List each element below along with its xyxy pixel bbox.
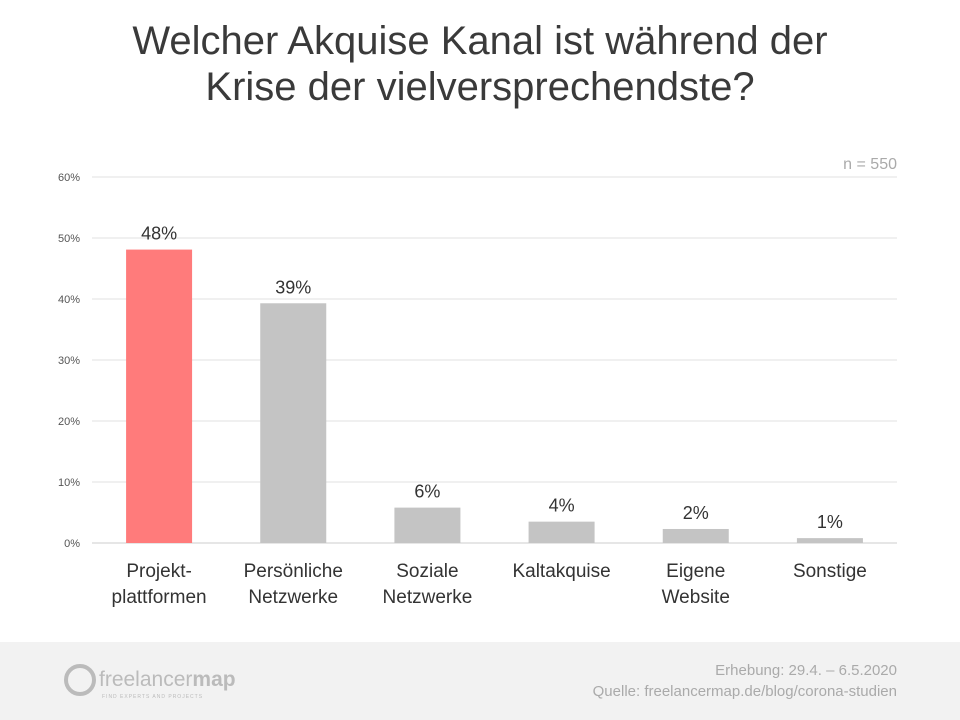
x-tick-label: Kaltakquise — [512, 561, 610, 582]
logo-globe-icon — [64, 664, 96, 696]
title-line-2: Krise der vielversprechendste? — [205, 65, 755, 109]
title-line-1: Welcher Akquise Kanal ist während der — [132, 19, 828, 63]
data-label: 1% — [817, 512, 843, 532]
data-label: 48% — [141, 224, 177, 244]
bar — [260, 303, 327, 543]
y-tick-label: 20% — [58, 416, 80, 428]
data-label: 2% — [683, 503, 709, 523]
source-note: Quelle: freelancermap.de/blog/corona-stu… — [592, 683, 897, 700]
bar-chart: 0% 10% 20% 30% 40% 50% 60% 48% Projekt-plattform… — [58, 172, 897, 608]
logo-tagline: FIND EXPERTS AND PROJECTS — [102, 694, 204, 700]
x-tick-label: Website — [662, 587, 730, 608]
bar — [394, 507, 461, 543]
bar — [126, 249, 193, 543]
x-tick-label: Soziale — [396, 561, 458, 582]
y-tick-label: 40% — [58, 294, 80, 306]
data-label: 4% — [549, 496, 575, 516]
bar — [796, 538, 863, 543]
y-tick-label: 60% — [58, 172, 80, 184]
sample-size: n = 550 — [843, 156, 897, 173]
x-tick-label: Netzwerke — [248, 587, 338, 608]
x-tick-label: Netzwerke — [383, 587, 473, 608]
x-tick-label: Sonstige — [793, 561, 867, 582]
bar — [528, 521, 595, 543]
logo-text-light: freelancer — [99, 668, 193, 691]
y-tick-label: 10% — [58, 477, 80, 489]
footer: freelancermap FIND EXPERTS AND PROJECTS … — [0, 642, 960, 720]
x-tick-label: Projekt- — [126, 561, 191, 582]
bar — [662, 528, 729, 543]
logo-text-bold: map — [192, 668, 236, 691]
y-tick-label: 0% — [64, 538, 80, 550]
data-label: 39% — [275, 277, 311, 297]
chart-title: Welcher Akquise Kanal ist während der Kr… — [0, 18, 960, 110]
x-tick-label: plattformen — [112, 587, 207, 608]
y-tick-label: 50% — [58, 233, 80, 245]
x-tick-label: Eigene — [666, 561, 725, 582]
survey-period: Erhebung: 29.4. – 6.5.2020 — [715, 662, 897, 679]
data-label: 6% — [414, 482, 440, 502]
y-tick-label: 30% — [58, 355, 80, 367]
freelancermap-logo: freelancermap FIND EXPERTS AND PROJECTS — [64, 664, 236, 700]
x-tick-label: Persönliche — [244, 561, 343, 582]
